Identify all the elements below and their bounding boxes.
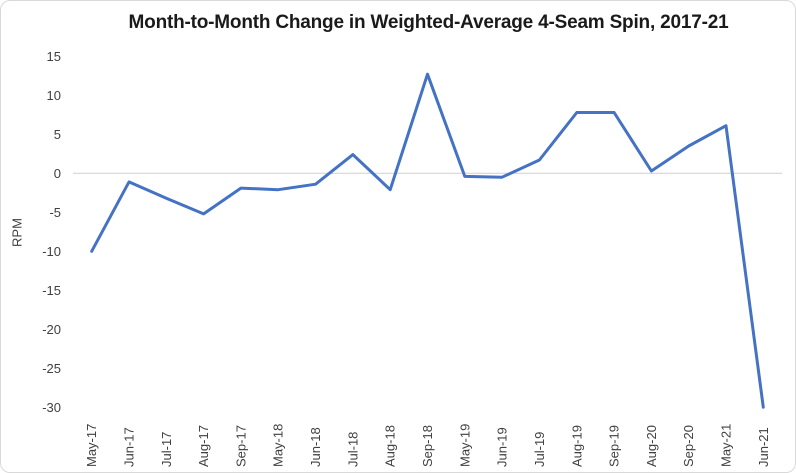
- x-axis-tick-label: Aug-19: [569, 425, 584, 467]
- x-axis-tick-label: May-17: [84, 424, 99, 467]
- spin-change-line-series: [90, 72, 765, 409]
- y-axis-tick-label: -30: [42, 400, 61, 415]
- x-axis-tick-label: Sep-17: [233, 425, 248, 467]
- x-axis-tick-label: May-21: [719, 424, 734, 467]
- chart-title: Month-to-Month Change in Weighted-Averag…: [128, 12, 729, 33]
- y-axis-tick-label: -5: [49, 205, 61, 220]
- y-axis-tick-label: 0: [54, 166, 61, 181]
- x-axis-tick-label: Jul-17: [159, 432, 174, 467]
- y-axis-tick-label: -10: [42, 244, 61, 259]
- y-axis-tick-label: 15: [47, 49, 61, 64]
- y-axis-tick-label: 5: [54, 127, 61, 142]
- x-axis-tick-label: Aug-18: [383, 425, 398, 467]
- y-axis-tick-label: 10: [47, 88, 61, 103]
- x-axis-tick-label: Jun-18: [308, 427, 323, 467]
- x-axis-tick-label: Jun-19: [495, 427, 510, 467]
- x-axis-tick-label: Jul-18: [345, 432, 360, 467]
- y-axis-tick-label: -25: [42, 361, 61, 376]
- x-axis-tick-label: Sep-20: [681, 425, 696, 467]
- y-axis-tick-label: -20: [42, 322, 61, 337]
- x-axis-tick-label: May-18: [271, 424, 286, 467]
- y-axis-tick-label: -15: [42, 283, 61, 298]
- x-axis-tick-label: Aug-17: [196, 425, 211, 467]
- x-axis-tick-label: Sep-18: [420, 425, 435, 467]
- x-axis-tick-label: Aug-20: [644, 425, 659, 467]
- x-axis-tick-label: Jun-17: [122, 427, 137, 467]
- x-axis-tick-label: Sep-19: [607, 425, 622, 467]
- x-axis-tick-label: Jul-19: [532, 432, 547, 467]
- x-axis-tick-label: May-19: [457, 424, 472, 467]
- x-axis-tick-label: Jun-21: [756, 427, 771, 467]
